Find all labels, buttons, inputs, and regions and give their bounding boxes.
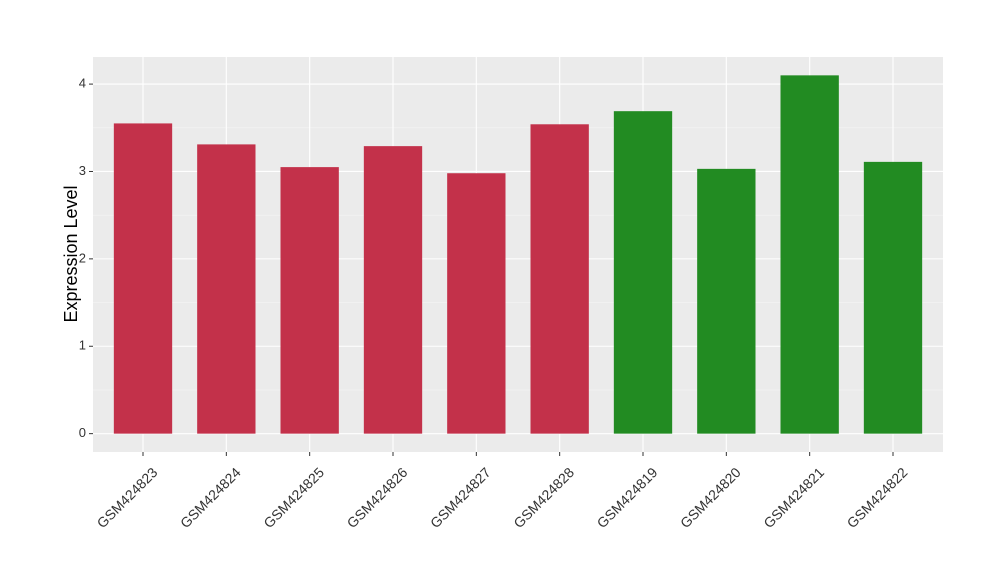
y-axis-title: Expression Level	[61, 185, 81, 322]
x-tick-label: GSM424821	[760, 464, 827, 531]
bar	[447, 173, 506, 434]
bar	[863, 161, 923, 434]
bar	[697, 168, 756, 434]
bar	[613, 111, 673, 434]
y-tick-label: 3	[79, 163, 86, 178]
bar	[197, 144, 256, 434]
x-tick-label: GSM424826	[344, 464, 411, 531]
y-tick-label: 1	[79, 338, 86, 353]
x-tick-label: GSM424819	[594, 464, 661, 531]
x-tick-label: GSM424827	[427, 464, 494, 531]
bar	[280, 167, 339, 434]
x-tick-label: GSM424825	[260, 464, 327, 531]
x-tick-label: GSM424822	[844, 464, 911, 531]
x-tick-label: GSM424823	[94, 464, 161, 531]
x-tick-label: GSM424820	[677, 464, 744, 531]
bar	[780, 75, 839, 434]
x-tick-label: GSM424828	[510, 464, 577, 531]
y-tick-label: 0	[79, 425, 86, 440]
bar	[363, 146, 423, 434]
bar	[113, 123, 173, 434]
bar	[530, 124, 589, 434]
y-tick-label: 4	[79, 76, 86, 91]
x-tick-label: GSM424824	[177, 464, 244, 531]
y-tick-label: 2	[79, 250, 86, 265]
